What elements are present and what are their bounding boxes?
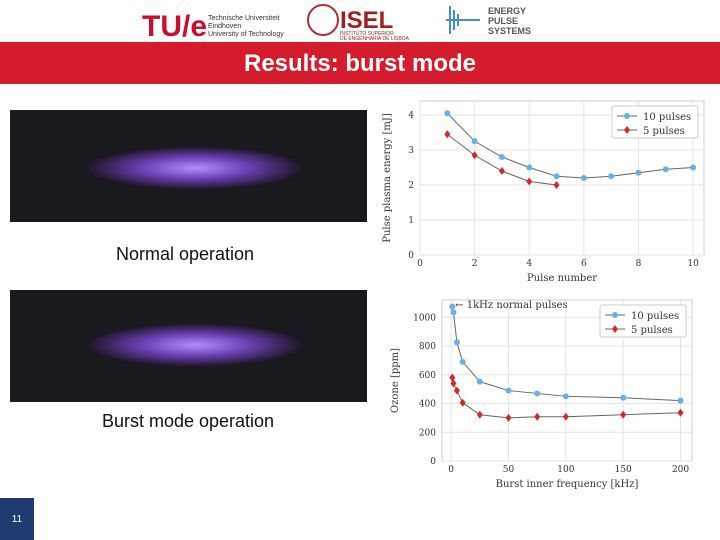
- point: [620, 410, 627, 419]
- point: [505, 413, 512, 422]
- x-tick-label: 200: [672, 465, 689, 475]
- point: [677, 408, 684, 417]
- point: [444, 110, 451, 117]
- logo-pulse: [446, 6, 480, 34]
- slide-number-box: [0, 498, 34, 540]
- point: [471, 151, 478, 160]
- photo-glow: [85, 146, 305, 190]
- point: [450, 309, 457, 316]
- y-tick-label: 4: [408, 111, 414, 121]
- title-bar: [0, 42, 720, 84]
- y-tick-label: 800: [419, 342, 436, 352]
- photo-glow: [85, 323, 305, 367]
- logo-text: DE ENGENHARIA DE LISBOA: [340, 36, 410, 42]
- y-tick-label: 1: [408, 216, 414, 226]
- slide-title: Results: burst mode: [244, 50, 476, 77]
- point: [476, 410, 483, 419]
- x-tick-label: 2: [472, 259, 478, 269]
- series-line: [446, 112, 694, 179]
- legend-label: 10 pulses: [631, 311, 679, 322]
- point: [505, 387, 512, 394]
- legend-label: 10 pulses: [643, 112, 691, 123]
- point: [444, 130, 451, 139]
- series-line: [451, 377, 681, 419]
- legend-marker: [624, 126, 630, 134]
- y-tick-label: 2: [408, 181, 414, 191]
- logo-seal: [307, 4, 339, 36]
- logo-isel: ISEL: [340, 7, 393, 34]
- point: [526, 164, 533, 171]
- y-tick-label: 0: [408, 251, 414, 261]
- x-tick-label: 4: [526, 259, 532, 269]
- point: [476, 378, 483, 385]
- slide-number: 11: [12, 514, 23, 525]
- legend-label: 5 pulses: [631, 325, 673, 336]
- x-tick-label: 0: [417, 259, 423, 269]
- series-line: [451, 306, 681, 402]
- x-tick-label: 100: [557, 465, 574, 475]
- point: [471, 138, 478, 145]
- legend-marker: [612, 312, 618, 318]
- point: [453, 339, 460, 346]
- point: [690, 164, 697, 171]
- point: [449, 373, 456, 382]
- caption: Normal operation: [116, 244, 254, 264]
- x-axis-label: Pulse number: [527, 273, 597, 284]
- logos: TU/e Technische Universiteit Eindhoven U…: [142, 4, 531, 43]
- y-tick-label: 200: [419, 428, 436, 438]
- x-axis-label: Burst inner frequency [kHz]: [496, 479, 639, 490]
- x-tick-label: 50: [503, 465, 515, 475]
- point: [662, 166, 669, 173]
- y-tick-label: 600: [419, 371, 436, 381]
- point: [553, 173, 560, 180]
- y-tick-label: 0: [430, 457, 436, 467]
- point: [562, 412, 569, 421]
- y-tick-label: 400: [419, 400, 436, 410]
- y-tick-label: 3: [408, 146, 414, 156]
- point: [498, 154, 505, 160]
- y-axis-label: Pulse plasma energy [mJ]: [382, 113, 393, 243]
- logo-text: SYSTEMS: [488, 26, 531, 36]
- x-tick-label: 6: [581, 259, 587, 269]
- x-tick-label: 10: [687, 259, 699, 269]
- point: [450, 379, 457, 388]
- chart: 0 2 4 6 8 10 0 1 2 3 4 Pulse number Pulse plasma ene…: [382, 100, 705, 284]
- x-tick-label: 8: [636, 259, 642, 269]
- point: [608, 173, 615, 180]
- y-axis-label: Ozone [ppm]: [390, 348, 401, 413]
- point: [553, 181, 560, 189]
- point: [526, 177, 533, 186]
- chart: 0 50 100 150 200 0 200 400 600 800 1000 Burst inner…: [390, 299, 693, 490]
- point: [635, 169, 642, 176]
- point: [620, 394, 627, 401]
- y-tick-label: 1000: [413, 313, 436, 323]
- logo-text: Technische Universiteit: [208, 15, 280, 22]
- point: [498, 167, 505, 175]
- point: [534, 390, 541, 397]
- point: [449, 303, 456, 310]
- point: [562, 393, 569, 400]
- x-tick-label: 0: [448, 465, 454, 475]
- logo-text: PULSE: [488, 16, 518, 26]
- point: [677, 397, 684, 404]
- annotation: ← 1kHz normal pulses: [455, 300, 567, 311]
- logo-tue: TU/e: [142, 10, 207, 43]
- point: [459, 358, 466, 365]
- logo-text: Eindhoven: [208, 23, 241, 30]
- caption: Burst mode operation: [102, 411, 274, 431]
- legend-marker: [612, 325, 618, 333]
- point: [453, 386, 460, 395]
- legend-label: 5 pulses: [643, 126, 685, 137]
- point: [534, 412, 541, 421]
- logo-text: ENERGY: [488, 6, 526, 16]
- logo-text: INSTITUTO SUPERIOR: [340, 31, 394, 37]
- x-tick-label: 150: [615, 465, 632, 475]
- point: [459, 398, 466, 407]
- legend-marker: [624, 113, 630, 119]
- logo-text: University of Technology: [208, 31, 284, 38]
- point: [580, 175, 587, 181]
